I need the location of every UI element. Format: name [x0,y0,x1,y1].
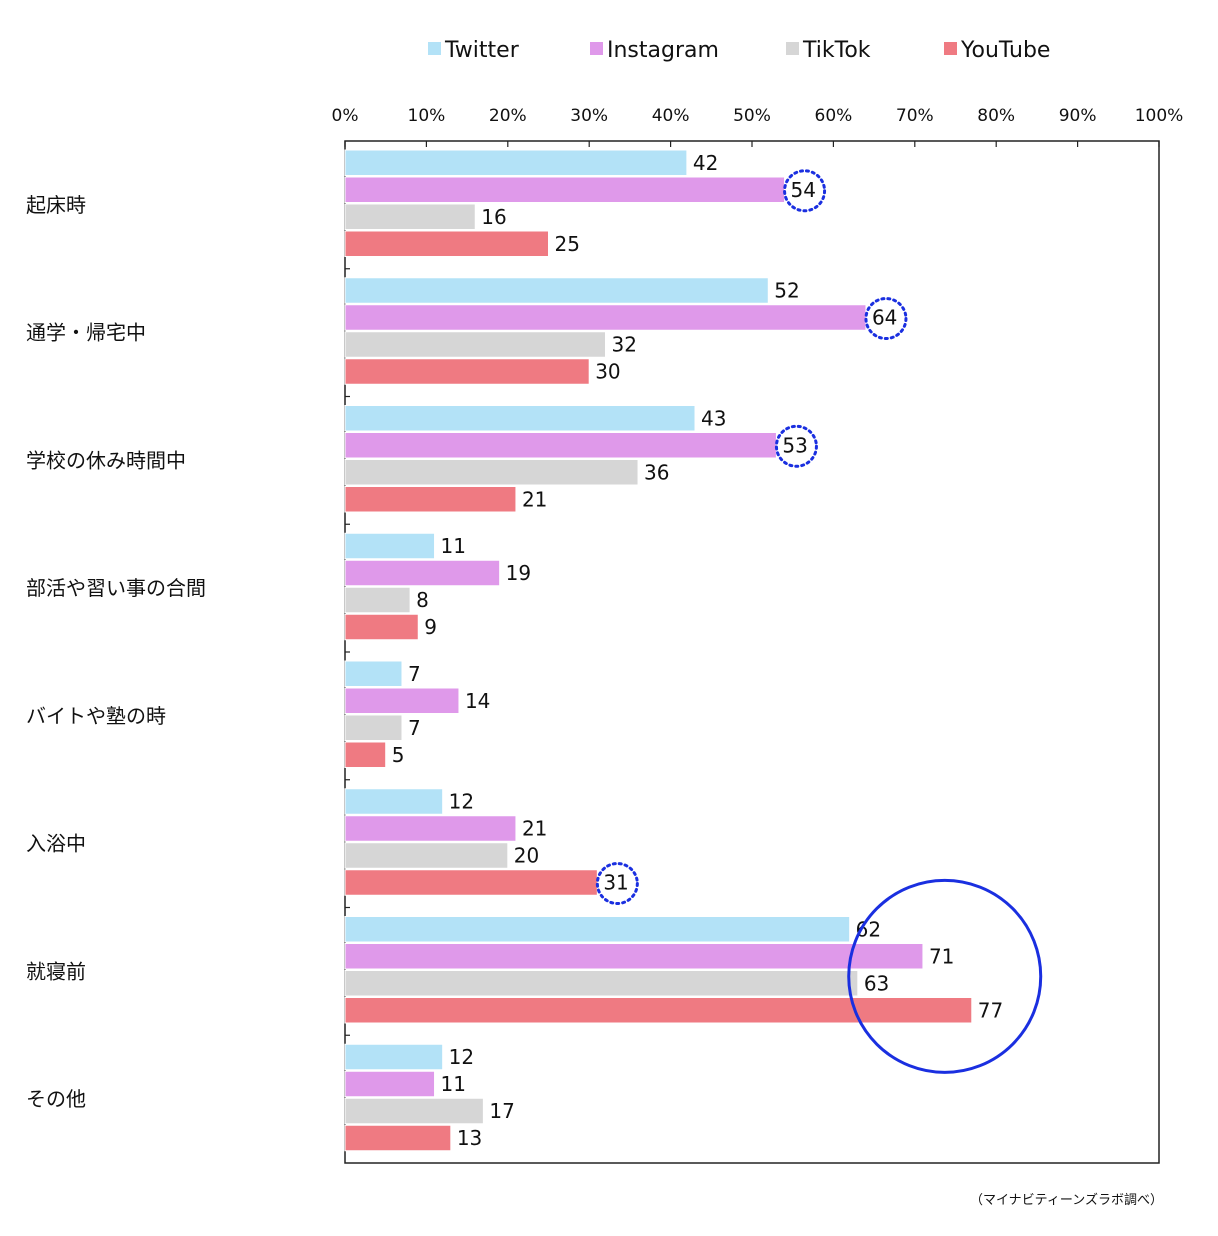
category-label: 学校の休み時間中 [26,448,186,472]
legend-label: TikTok [802,38,871,63]
bar [344,586,411,614]
legend-swatch [944,42,957,55]
data-label: 42 [693,151,718,175]
bar [344,1097,484,1125]
bar [344,1070,436,1098]
data-label: 52 [774,279,799,303]
data-label: 32 [611,333,636,357]
source-note: （マイナビティーンズラボ調べ） [970,1192,1163,1208]
data-label: 54 [791,178,816,202]
bar [344,486,517,513]
bar [344,741,387,768]
data-label: 16 [481,205,506,229]
bar [344,687,460,714]
bar [344,1124,452,1152]
bar [344,788,444,815]
data-label: 63 [864,971,889,995]
bar [344,405,696,432]
category-label: 通学・帰宅中 [26,321,146,345]
bar [344,916,851,943]
x-tick-label: 70% [896,106,934,126]
data-label: 11 [441,1072,466,1096]
category-label: 就寝前 [26,959,86,983]
data-label: 12 [449,790,474,814]
x-tick-label: 80% [977,106,1015,126]
data-label: 20 [514,844,539,868]
x-tick-label: 40% [652,106,690,126]
category-label: バイトや塾の時 [26,704,166,728]
bar [344,176,786,203]
bar [344,869,598,896]
highlight-dotted-circle [595,862,639,905]
data-label: 31 [603,871,628,895]
category-label: その他 [26,1087,86,1111]
x-tick-label: 10% [408,106,446,126]
bar [344,842,509,869]
legend-swatch [590,42,603,55]
bar [344,714,403,741]
data-label: 9 [424,615,437,639]
data-label: 13 [457,1126,482,1150]
category-label: 入浴中 [26,832,86,856]
bar [344,331,606,358]
x-tick-label: 100% [1135,106,1184,126]
bar [344,970,859,997]
legend-swatch [786,42,799,55]
category-label: 部活や習い事の合間 [26,576,206,600]
highlight-circle [847,878,1043,1074]
data-label: 8 [416,588,429,612]
bar [344,358,590,385]
bar [344,277,769,304]
bar [344,559,501,587]
category-label: 起床時 [26,193,86,217]
bar [344,459,639,486]
data-label: 5 [392,743,405,767]
bar [344,432,777,459]
data-label: 64 [872,306,897,330]
data-label: 7 [408,716,421,740]
bar [344,660,403,687]
data-label: 30 [595,360,620,384]
bar [344,1043,444,1071]
data-label: 53 [782,433,807,457]
data-label: 71 [929,944,954,968]
legend-label: Twitter [444,38,520,63]
x-tick-label: 60% [815,106,853,126]
x-tick-label: 20% [489,106,527,126]
data-label: 17 [489,1099,514,1123]
legend-label: YouTube [960,38,1050,63]
highlight-dotted-circle [864,297,908,340]
data-label: 14 [465,689,490,713]
data-label: 11 [441,534,466,558]
x-tick-label: 0% [332,106,359,126]
data-label: 7 [408,662,421,686]
data-label: 77 [978,998,1003,1022]
data-label: 21 [522,487,547,511]
legend-label: Instagram [607,38,719,63]
x-tick-label: 50% [733,106,771,126]
data-label: 19 [506,561,531,585]
bar [344,997,973,1024]
data-label: 21 [522,817,547,841]
data-label: 25 [555,232,580,256]
bar [344,304,867,331]
highlight-dotted-circle [774,424,818,468]
highlight-dotted-circle [783,169,827,213]
data-label: 12 [449,1045,474,1069]
bar [344,815,517,842]
bar [344,532,436,560]
bar [344,613,419,641]
bar [344,230,549,257]
data-label: 36 [644,460,669,484]
bar [344,149,688,176]
legend-swatch [428,42,441,55]
data-label: 43 [701,406,726,430]
x-tick-label: 30% [570,106,608,126]
bar [344,203,476,230]
x-tick-label: 90% [1059,106,1097,126]
bar [344,943,924,970]
